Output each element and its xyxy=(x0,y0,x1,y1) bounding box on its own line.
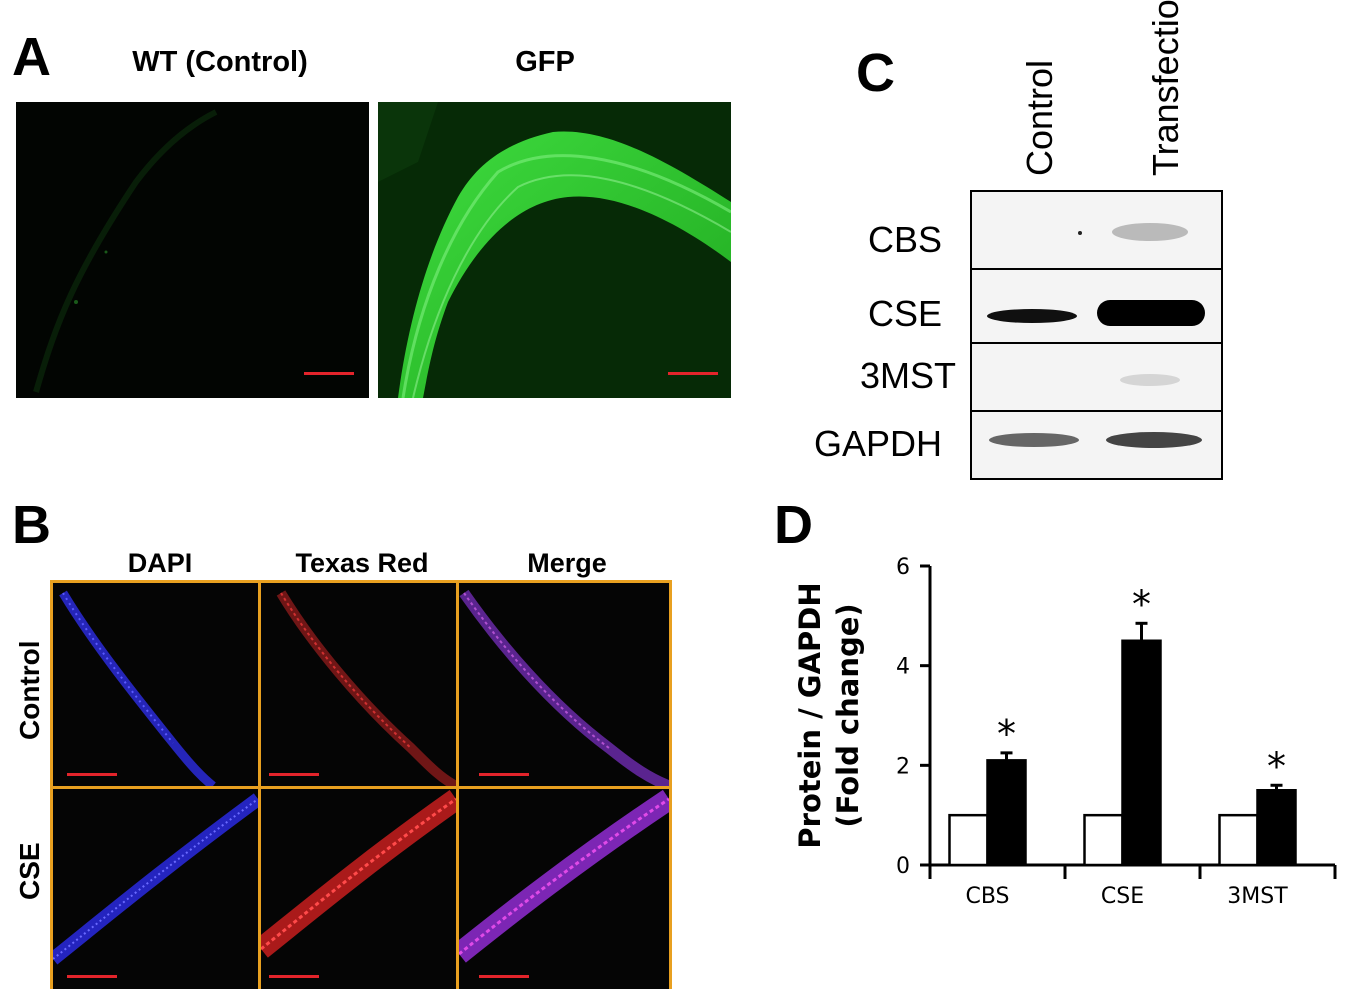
x-tick-label-cbs: CBS xyxy=(965,884,1009,909)
significance-star: * xyxy=(1132,582,1151,626)
bar-3mst-series1 xyxy=(1218,813,1259,867)
band-label-3mst: 3MST xyxy=(859,355,956,396)
micrograph-cse-merge xyxy=(459,789,669,989)
scale-bar xyxy=(304,372,354,375)
panel-b-title-texas-red: Texas Red xyxy=(295,548,429,578)
bar-cbs-series1 xyxy=(948,813,989,867)
band-label-cbs: CBS xyxy=(867,219,942,260)
y-axis-label-line1: Protein / GAPDH xyxy=(793,582,827,848)
micrograph-control-merge xyxy=(459,583,669,786)
scale-bar xyxy=(269,975,319,978)
band-label-cse: CSE xyxy=(867,293,942,334)
bar-cse-series1 xyxy=(1083,813,1124,867)
lane-label-transfection: Transfection xyxy=(1145,0,1186,176)
panel-b-title-dapi: DAPI xyxy=(127,548,193,578)
x-tick-label-cse: CSE xyxy=(1101,884,1144,909)
x-tick-label-3mst: 3MST xyxy=(1227,884,1288,909)
scale-bar xyxy=(479,975,529,978)
micrograph-cse-texas-red xyxy=(261,789,456,989)
scale-bar xyxy=(67,773,117,776)
y-tick-label: 6 xyxy=(896,555,910,580)
blot-3mst xyxy=(970,342,1223,412)
panel-a-title-gfp: GFP xyxy=(515,46,575,78)
blot-cse xyxy=(970,268,1223,344)
band-label-gapdh: GAPDH xyxy=(813,423,942,464)
y-tick-label: 2 xyxy=(896,754,910,779)
scale-bar xyxy=(479,773,529,776)
bar-cbs-series2 xyxy=(986,759,1027,867)
micrograph-gfp xyxy=(378,102,731,398)
bar-3mst-series2 xyxy=(1256,789,1297,867)
micrograph-control-texas-red xyxy=(261,583,456,786)
scale-bar xyxy=(67,975,117,978)
panel-b-letter: B xyxy=(12,495,51,555)
bar-cse-series2 xyxy=(1121,639,1162,867)
micrograph-cse-dapi xyxy=(53,789,258,989)
y-tick-label: 4 xyxy=(896,655,910,680)
blot-gapdh xyxy=(970,410,1223,480)
blot-cbs xyxy=(970,190,1223,270)
scale-bar xyxy=(668,372,718,375)
panel-b-row-cse: CSE xyxy=(14,842,45,900)
panel-b-grid xyxy=(50,580,672,989)
significance-star: * xyxy=(1267,744,1286,788)
micrograph-control-dapi xyxy=(53,583,258,786)
panel-c-letter: C xyxy=(856,43,895,103)
panel-a-title-wt: WT (Control) xyxy=(132,46,308,78)
y-tick-label: 0 xyxy=(896,854,910,879)
lane-label-control: Control xyxy=(1019,59,1060,176)
chart-d: Protein / GAPDH (Fold change) 0 2 4 6 * CBS * C… xyxy=(793,555,1337,909)
y-axis-label-line2: (Fold change) xyxy=(831,603,865,827)
panel-d-letter: D xyxy=(774,495,813,555)
panel-a-letter: A xyxy=(12,27,51,87)
panel-b-title-merge: Merge xyxy=(527,548,607,578)
scale-bar xyxy=(269,773,319,776)
panel-b-row-control: Control xyxy=(14,640,45,740)
significance-star: * xyxy=(997,712,1016,756)
micrograph-wt-control xyxy=(16,102,369,398)
